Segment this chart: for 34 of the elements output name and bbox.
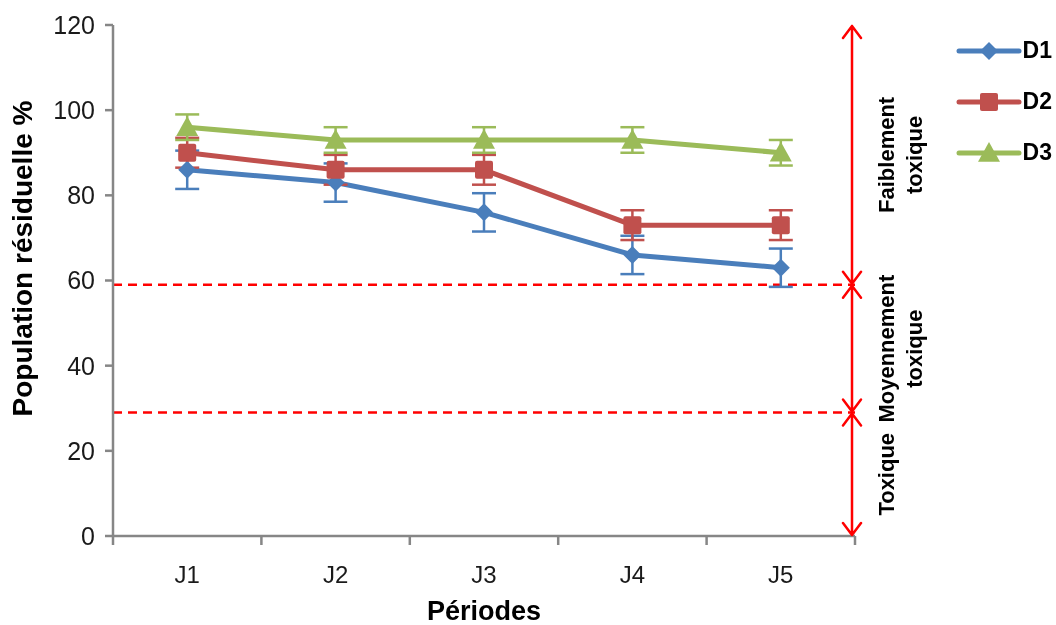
x-tick-label: J4 — [619, 561, 646, 589]
y-tick-label: 20 — [67, 436, 95, 465]
point — [769, 141, 792, 162]
point — [178, 160, 197, 179]
point — [475, 160, 493, 179]
point — [621, 128, 644, 149]
y-tick-label: 100 — [53, 96, 95, 125]
point — [623, 216, 642, 235]
point — [771, 216, 790, 235]
legend-label: D2 — [1022, 88, 1052, 115]
x-axis-title: Périodes — [426, 596, 542, 625]
legend-label: D3 — [1022, 139, 1052, 166]
y-tick-label: 80 — [67, 181, 95, 210]
text: Moyennement toxique — [874, 274, 927, 423]
text: Faiblement toxique — [874, 96, 927, 213]
point — [324, 128, 347, 149]
y-tick-label: 0 — [81, 521, 95, 550]
y-tick-label: 120 — [53, 10, 95, 39]
point — [473, 128, 495, 149]
y-axis-title: Population résiduelle % — [7, 100, 38, 417]
point — [178, 143, 197, 162]
x-tick-label: J2 — [322, 561, 349, 589]
x-tick-label: J5 — [768, 561, 794, 589]
point — [475, 203, 493, 222]
y-tick-label: 40 — [67, 351, 95, 380]
x-tick-label: J3 — [471, 561, 497, 589]
point — [326, 160, 345, 179]
point — [176, 116, 199, 136]
x-tick-label: J1 — [174, 561, 200, 589]
point — [771, 258, 790, 277]
legend-label: D1 — [1022, 37, 1052, 64]
point — [623, 245, 642, 264]
y-tick-label: 60 — [67, 266, 95, 295]
text: Toxique — [874, 432, 899, 516]
